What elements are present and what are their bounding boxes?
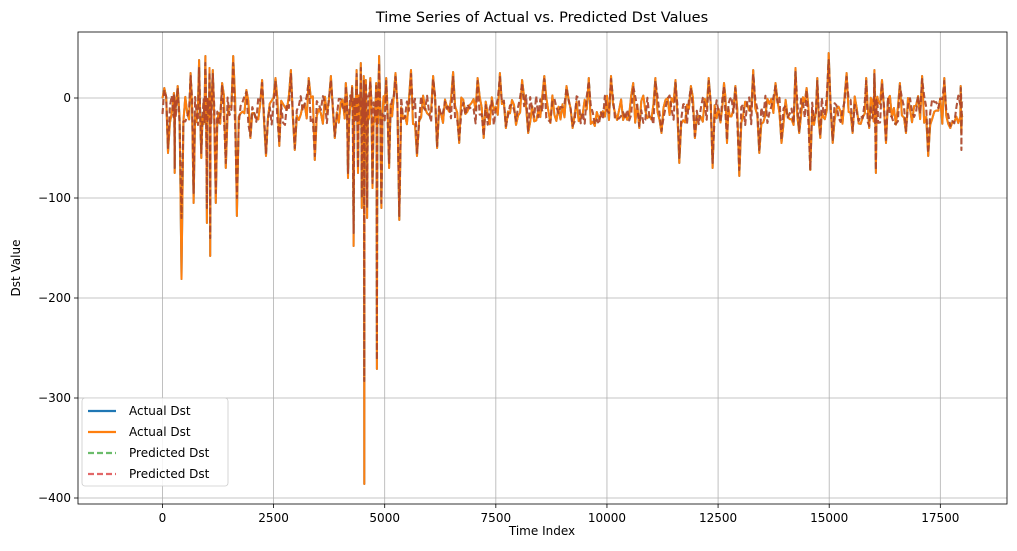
plot-frame [77,31,1008,505]
x-tick-label: 0 [159,511,167,525]
legend-label-actual-2: Actual Dst [129,425,191,439]
x-tick-label: 17500 [921,511,959,525]
legend-box [81,397,229,487]
y-tick-label: −300 [38,391,71,405]
y-tick-label: 0 [63,91,71,105]
y-tick-label: −100 [38,191,71,205]
x-tick-label: 10000 [588,511,626,525]
legend: Actual Dst Actual Dst Predicted Dst Pred… [81,397,229,487]
y-axis-label: Dst Value [9,240,23,297]
legend-label-actual-1: Actual Dst [129,404,191,418]
legend-label-predicted-1: Predicted Dst [129,446,210,460]
series-line-3 [161,59,964,382]
x-tick-label: 7500 [481,511,512,525]
legend-label-predicted-2: Predicted Dst [129,467,210,481]
y-tick-label: −200 [38,291,71,305]
tick-layer: 0 2500 5000 7500 10000 12500 15000 17500 −400 −30… [38,91,959,525]
x-axis-label: Time Index [508,524,575,538]
x-tick-label: 12500 [699,511,737,525]
y-tick-label: −400 [38,491,71,505]
x-tick-label: 5000 [369,511,400,525]
x-tick-label: 15000 [810,511,848,525]
chart-title: Time Series of Actual vs. Predicted Dst … [375,10,708,26]
x-tick-label: 2500 [258,511,289,525]
series-layer [161,52,964,485]
